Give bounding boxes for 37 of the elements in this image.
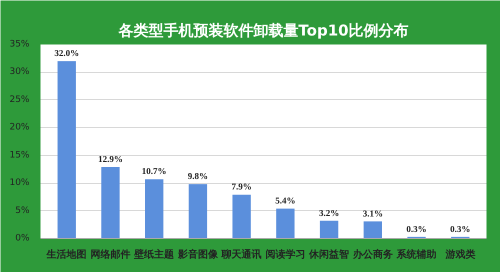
x-tick-label: 办公商务 xyxy=(352,248,393,260)
data-label: 32.0% xyxy=(54,48,80,58)
x-tick-label: 网络邮件 xyxy=(90,248,130,260)
x-tick-label: 生活地图 xyxy=(46,248,87,260)
y-tick-label: 25% xyxy=(9,94,30,105)
bar xyxy=(276,208,295,238)
x-tick-label: 壁纸主题 xyxy=(133,248,174,260)
x-tick-label: 休闲益智 xyxy=(308,248,350,260)
x-tick-label: 阅读学习 xyxy=(265,248,306,260)
data-label: 7.9% xyxy=(232,182,252,192)
y-tick-label: 0% xyxy=(15,234,30,244)
data-label: 3.2% xyxy=(318,208,340,218)
data-label: 5.4% xyxy=(275,196,296,206)
bar xyxy=(188,184,208,238)
y-tick-label: 35% xyxy=(9,40,30,50)
y-tick-label: 10% xyxy=(9,178,30,188)
data-label: 10.7% xyxy=(142,166,167,176)
data-label: 0.3% xyxy=(450,224,470,234)
y-tick-label: 5% xyxy=(15,206,30,216)
data-label: 12.9% xyxy=(98,154,123,164)
chart-title: 各类型手机预装软件卸载量Top10比例分布 xyxy=(117,22,409,40)
bar xyxy=(58,61,76,238)
data-label: 3.1% xyxy=(362,208,383,218)
bar xyxy=(101,166,120,238)
bar xyxy=(232,194,251,238)
data-label: 0.3% xyxy=(406,224,427,234)
x-tick-label: 游戏类 xyxy=(444,248,476,260)
x-tick-label: 聊天通讯 xyxy=(220,248,262,260)
bar xyxy=(364,221,382,238)
x-tick-label: 系统辅助 xyxy=(396,248,437,260)
data-label: 9.8% xyxy=(188,171,208,182)
y-tick-label: 30% xyxy=(9,67,30,78)
bar xyxy=(145,179,164,238)
y-tick-label: 15% xyxy=(9,150,30,160)
y-tick-label: 20% xyxy=(9,122,30,133)
x-tick-label: 影音图像 xyxy=(176,248,219,260)
bar xyxy=(320,220,338,238)
